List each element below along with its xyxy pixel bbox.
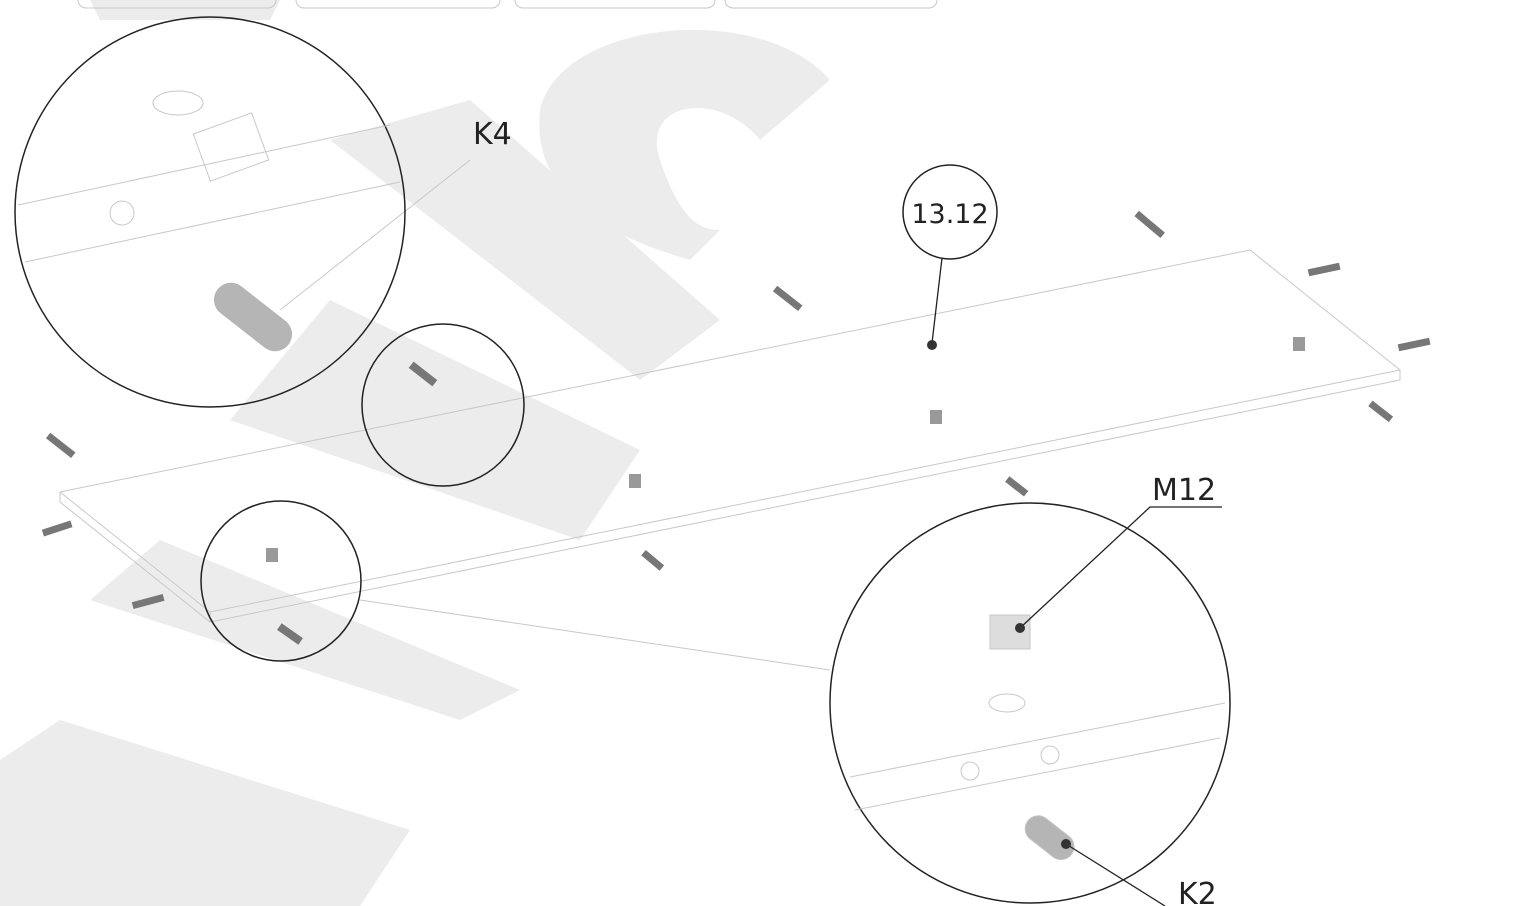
k4-detail — [18, 91, 400, 262]
dowel-zoom — [207, 276, 299, 358]
cam-zoom — [990, 615, 1030, 649]
k4-dowel — [207, 276, 299, 358]
cam-fitting — [193, 113, 268, 181]
callout-label: K2 — [1178, 877, 1217, 906]
cam-lock — [930, 410, 942, 424]
leader-dot — [927, 340, 937, 350]
hole — [989, 694, 1025, 712]
leader-dot — [1061, 839, 1071, 849]
hole — [110, 201, 134, 225]
leader — [932, 258, 942, 343]
detail-circle — [830, 503, 1230, 903]
dowel — [641, 550, 664, 571]
cam-lock — [1293, 337, 1305, 351]
detail-line — [850, 703, 1225, 777]
dowel-zoom — [1020, 811, 1079, 865]
watermark-stroke — [0, 720, 410, 906]
assembly-diagram: K4 13.12 M12 K2 — [0, 0, 1522, 906]
dowel — [42, 521, 73, 537]
tab — [296, 0, 500, 8]
watermark-stroke — [90, 0, 280, 20]
watermark — [0, 0, 830, 906]
cam-lock — [266, 548, 278, 562]
tab — [725, 0, 937, 8]
dowel — [1005, 476, 1028, 496]
detail-line — [18, 125, 390, 205]
page: K4 13.12 M12 K2 (() => { const data = JS… — [0, 0, 1522, 906]
dowel — [1368, 401, 1393, 423]
dowel — [46, 433, 76, 458]
detail-line — [855, 738, 1220, 810]
dowel — [1398, 338, 1431, 352]
hole — [1041, 746, 1059, 764]
dowel — [1308, 263, 1341, 277]
leader-dot — [1015, 623, 1025, 633]
dowel — [773, 286, 803, 311]
cam-lock — [629, 474, 641, 488]
dowel — [1134, 211, 1165, 238]
hole — [153, 91, 203, 115]
callout-label: 13.12 — [911, 199, 988, 230]
callout-label: K4 — [473, 117, 512, 152]
detail-line — [25, 182, 400, 262]
leader-line — [280, 160, 470, 310]
m12-detail — [850, 615, 1225, 865]
hole — [961, 762, 979, 780]
tab — [515, 0, 715, 8]
callout-label: M12 — [1152, 473, 1216, 508]
